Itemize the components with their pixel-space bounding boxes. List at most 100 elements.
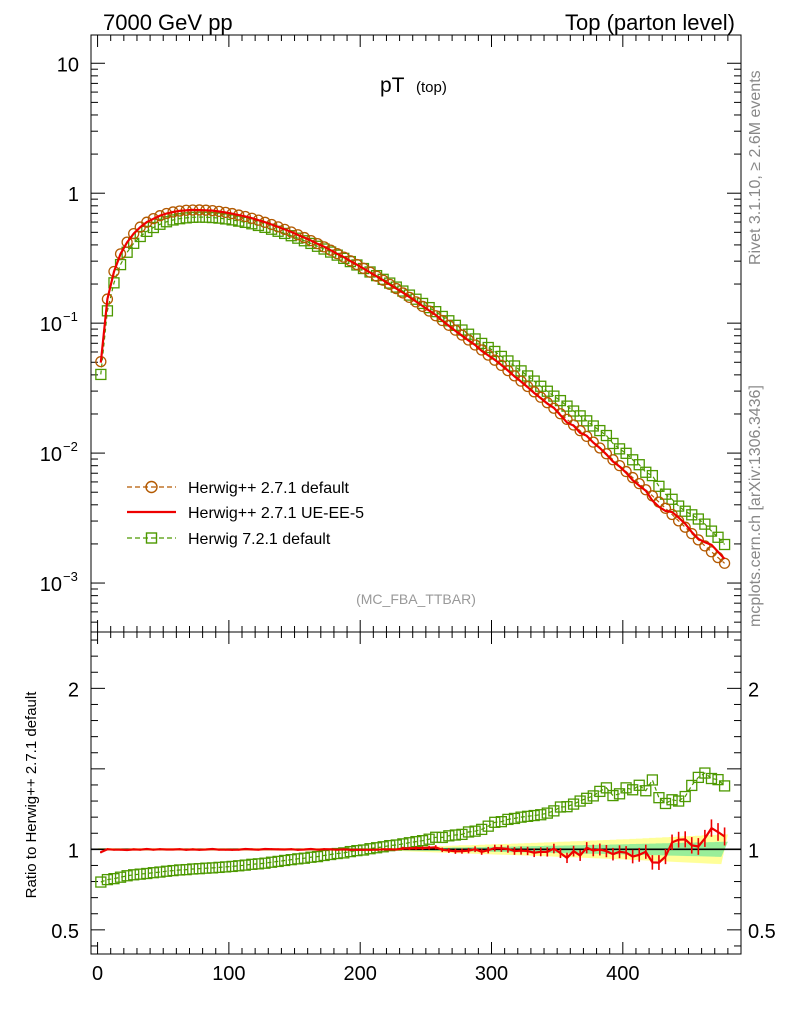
ratio-marker-herwig7-default: [607, 789, 619, 802]
ratio-marker-herwig7-default: [252, 858, 265, 870]
ratio-marker-herwig7-default: [167, 864, 179, 877]
ratio-marker-herwig7-default: [508, 812, 521, 825]
marker-herwigpp-default: [298, 231, 311, 244]
ratio-marker-herwig7-default: [535, 809, 547, 821]
ratio-marker-herwig7-default: [200, 862, 212, 874]
marker-herwig7-default: [699, 518, 711, 530]
marker-herwigpp-default: [567, 419, 580, 431]
marker-herwigpp-default: [246, 212, 258, 224]
ratio-marker-herwig7-default: [101, 873, 114, 886]
marker-herwigpp-default: [265, 218, 278, 231]
line-herwigpp-ue: [99, 208, 726, 560]
marker-herwigpp-default: [344, 255, 356, 267]
x-tick-label: 0: [92, 963, 103, 985]
ratio-marker-herwig7-default: [482, 820, 494, 832]
ratio-marker-herwig7-default: [416, 835, 429, 847]
ratio-marker-herwig7-default: [456, 828, 468, 841]
ratio-marker-herwig7-default: [292, 853, 304, 865]
marker-herwigpp-default: [318, 241, 330, 253]
ratio-marker-herwig7-default: [528, 809, 540, 822]
marker-herwigpp-default: [705, 546, 718, 558]
ratio-marker-herwig7-default: [581, 792, 593, 804]
marker-herwigpp-default: [535, 391, 547, 403]
marker-herwigpp-default: [548, 402, 560, 414]
axis-ticks: [91, 35, 741, 954]
marker-herwigpp-default: [108, 265, 120, 278]
marker-herwig7-default: [718, 538, 731, 551]
marker-herwigpp-default: [594, 442, 606, 454]
marker-herwigpp-default: [613, 459, 626, 472]
marker-herwig7-default: [200, 211, 212, 223]
ratio-marker-herwig7-default: [640, 785, 652, 797]
ratio-marker-herwig7-default: [338, 847, 350, 859]
ratio-marker-herwig7-default: [686, 779, 698, 792]
y-tick-label-exponent: −2: [63, 439, 78, 454]
marker-herwigpp-default: [357, 262, 370, 274]
header-right: Top (parton level): [565, 10, 735, 35]
ratio-marker-herwig7-default: [469, 825, 481, 837]
marker-herwig7-default: [154, 218, 166, 230]
marker-herwig7-default: [620, 447, 632, 459]
marker-herwig7-default: [686, 509, 698, 521]
ratio-y-tick-label: 2: [68, 679, 79, 701]
marker-herwigpp-default: [128, 227, 140, 240]
marker-herwigpp-default: [351, 258, 363, 271]
ratio-marker-herwig7-default: [653, 792, 665, 804]
ratio-y-tick-label-right: 2: [748, 679, 759, 701]
marker-herwigpp-default: [699, 540, 711, 552]
marker-herwig7-default: [173, 213, 186, 225]
y-tick-label: 10: [40, 574, 62, 596]
marker-herwigpp-default: [331, 247, 343, 260]
marker-herwigpp-default: [252, 214, 265, 226]
ratio-marker-herwig7-default: [285, 854, 297, 866]
marker-herwig7-default: [679, 505, 691, 517]
ratio-line-herwigpp-ue: [100, 826, 726, 864]
marker-herwig7-default: [193, 211, 205, 223]
y-tick-label-exponent: −1: [63, 309, 78, 324]
marker-herwigpp-default: [581, 430, 593, 443]
y-tick-label-exponent: −3: [63, 569, 78, 584]
marker-herwigpp-default: [633, 477, 645, 490]
legend-label-herwigpp-ue: Herwig++ 2.7.1 UE-EE-5: [188, 505, 364, 522]
marker-herwig7-default: [160, 216, 173, 228]
ratio-marker-herwig7-default: [370, 842, 383, 854]
ratio-marker-herwig7-default: [279, 854, 291, 867]
ratio-marker-herwig7-default: [206, 862, 219, 874]
marker-herwigpp-default: [121, 236, 133, 248]
marker-herwigpp-default: [554, 408, 567, 420]
x-tick-label: 300: [475, 963, 508, 985]
ratio-marker-herwig7-default: [187, 863, 199, 875]
marker-herwigpp-default: [285, 226, 297, 238]
marker-herwigpp-default: [114, 248, 127, 260]
ratio-marker-herwig7-default: [541, 807, 553, 819]
ratio-marker-herwig7-default: [423, 833, 435, 845]
top-panel-series: [95, 204, 731, 569]
ratio-panel-series: [95, 767, 731, 888]
ratio-marker-herwig7-default: [95, 876, 107, 888]
ratio-marker-herwig7-default: [331, 847, 343, 860]
ratio-marker-herwig7-default: [705, 772, 718, 785]
ratio-marker-herwig7-default: [495, 816, 508, 828]
ratio-marker-herwig7-default: [121, 870, 133, 882]
ratio-marker-herwig7-default: [239, 859, 251, 871]
marker-herwigpp-default: [627, 471, 639, 484]
ratio-panel-frame: [90, 631, 742, 955]
ratio-marker-herwig7-default: [246, 858, 258, 870]
ratio-marker-herwig7-default: [344, 845, 356, 858]
marker-herwig7-default: [633, 459, 645, 471]
ratio-marker-herwig7-default: [574, 795, 586, 807]
marker-herwig7-default: [476, 337, 488, 350]
ratio-marker-herwig7-default: [128, 869, 140, 881]
marker-herwigpp-default: [154, 210, 166, 222]
ratio-marker-herwig7-default: [561, 801, 573, 813]
marker-herwig7-default: [187, 211, 199, 223]
ratio-marker-herwig7-default: [272, 855, 284, 868]
x-tick-label: 400: [606, 963, 639, 985]
ratio-marker-herwig7-default: [384, 839, 396, 852]
marker-herwig7-default: [206, 211, 219, 224]
ratio-marker-herwig7-default: [219, 861, 232, 873]
ratio-marker-herwig7-default: [259, 857, 271, 869]
ratio-marker-herwig7-default: [160, 865, 173, 877]
ratio-y-tick-label: 1: [68, 840, 79, 862]
